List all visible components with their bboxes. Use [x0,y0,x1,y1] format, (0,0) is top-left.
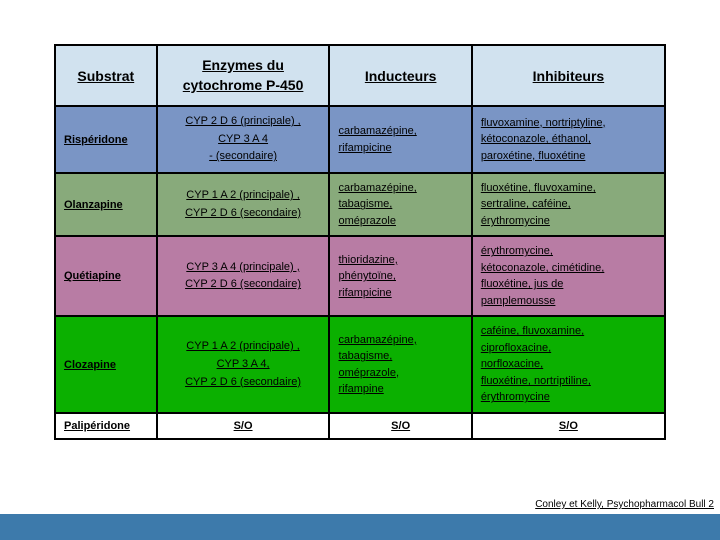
so-cell: S/O [472,413,665,439]
row-paliperidone: Palipéridone S/O S/O S/O [55,413,665,439]
inducteurs-cell: thioridazine, phénytoïne, rifampicine [329,236,471,316]
row-quetiapine: Quétiapine CYP 3 A 4 (principale) , CYP … [55,236,665,316]
substrat-cell: Palipéridone [55,413,157,439]
inducteurs-cell: carbamazépine, rifampicine [329,106,471,173]
header-row: Substrat Enzymes du cytochrome P-450 Ind… [55,45,665,106]
enzymes-cell: CYP 3 A 4 (principale) , CYP 2 D 6 (seco… [157,236,330,316]
inducteurs-cell: carbamazépine, tabagisme, oméprazole, ri… [329,316,471,413]
inducteurs-cell: carbamazépine, tabagisme, oméprazole [329,173,471,237]
inhibiteurs-cell: fluvoxamine, nortriptyline, kétoconazole… [472,106,665,173]
hdr-substrat: Substrat [55,45,157,106]
enzymes-cell: CYP 1 A 2 (principale) , CYP 3 A 4, CYP … [157,316,330,413]
so-cell: S/O [157,413,330,439]
substrat-cell: Clozapine [55,316,157,413]
hdr-inducteurs: Inducteurs [329,45,471,106]
footer-bar [0,514,720,540]
so-cell: S/O [329,413,471,439]
cyp450-table: Substrat Enzymes du cytochrome P-450 Ind… [54,44,666,440]
hdr-enzymes: Enzymes du cytochrome P-450 [157,45,330,106]
hdr-inhibiteurs: Inhibiteurs [472,45,665,106]
inhibiteurs-cell: érythromycine, kétoconazole, cimétidine,… [472,236,665,316]
substrat-cell: Quétiapine [55,236,157,316]
row-clozapine: Clozapine CYP 1 A 2 (principale) , CYP 3… [55,316,665,413]
substrat-cell: Olanzapine [55,173,157,237]
inhibiteurs-cell: fluoxétine, fluvoxamine, sertraline, caf… [472,173,665,237]
enzymes-cell: CYP 2 D 6 (principale) , CYP 3 A 4 - (se… [157,106,330,173]
citation-text: Conley et Kelly, Psychopharmacol Bull 2 [535,499,714,510]
row-olanzapine: Olanzapine CYP 1 A 2 (principale) , CYP … [55,173,665,237]
inhibiteurs-cell: caféine, fluvoxamine, ciprofloxacine, no… [472,316,665,413]
row-risperidone: Rispéridone CYP 2 D 6 (principale) , CYP… [55,106,665,173]
substrat-cell: Rispéridone [55,106,157,173]
enzymes-cell: CYP 1 A 2 (principale) , CYP 2 D 6 (seco… [157,173,330,237]
